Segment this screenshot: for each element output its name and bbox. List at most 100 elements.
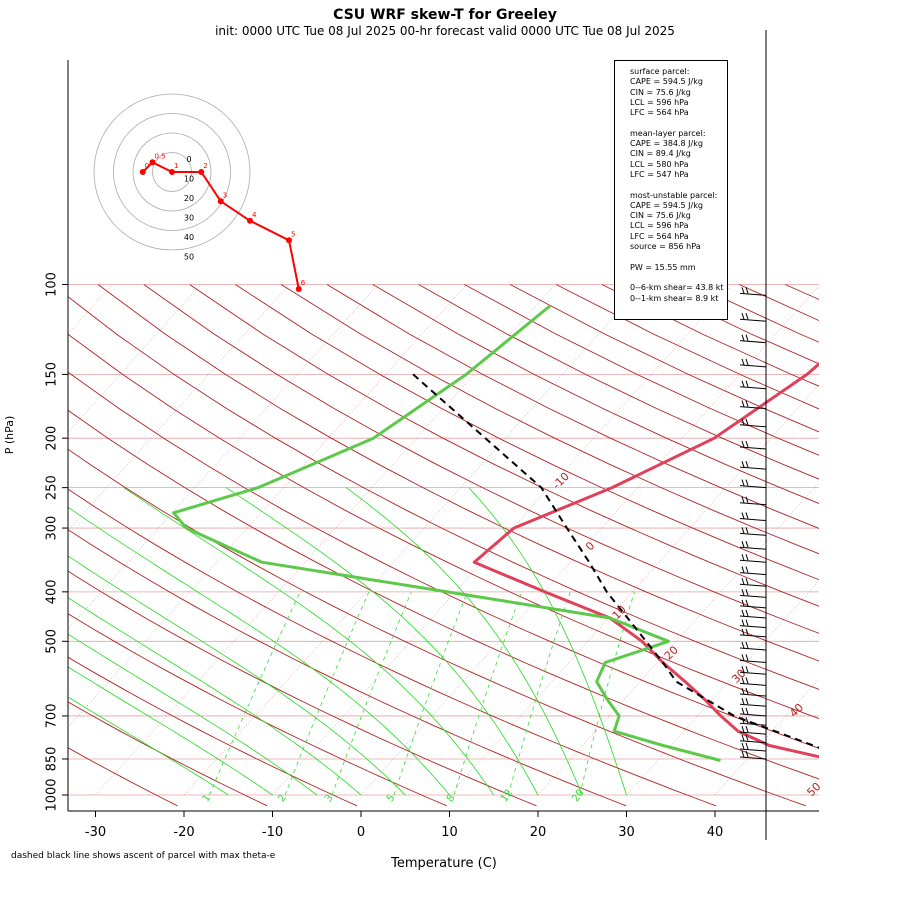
moist-adiabat — [68, 696, 229, 796]
isotherm-line — [68, 284, 467, 728]
mean-layer-lfc: LFC = 547 hPa — [630, 169, 689, 179]
moist-adiabat — [68, 506, 450, 796]
surface-lfc: LFC = 564 hPa — [630, 108, 689, 118]
wind-barb — [739, 625, 767, 629]
wind-barb-flag — [745, 578, 749, 585]
hodograph-point — [149, 159, 156, 166]
mixing-ratio-line — [393, 591, 468, 796]
wind-barb-flag — [745, 717, 749, 724]
moist-adiabat — [345, 487, 583, 796]
y-tick-label: 500 — [45, 629, 60, 654]
x-tick-label: -10 — [262, 825, 283, 840]
hodograph-ring — [93, 93, 251, 251]
dry-adiabat — [68, 529, 627, 807]
mean-layer-lcl: LCL = 580 hPa — [630, 159, 689, 169]
wind-barb-flag — [745, 589, 749, 596]
most-unstable-parcel-header: most-unstable parcel: — [630, 190, 718, 200]
wind-barb-flag — [745, 725, 749, 733]
isotherm-line — [68, 284, 290, 531]
moist-adiabat — [468, 487, 627, 796]
wind-barb — [739, 703, 767, 707]
dry-adiabat — [647, 284, 819, 365]
x-axis-label: Temperature (C) — [390, 856, 497, 871]
dry-adiabat — [68, 570, 537, 807]
isotherm-label: 50 — [804, 780, 823, 799]
y-tick-label: 1000 — [45, 778, 60, 811]
moist-adiabat — [68, 666, 273, 796]
dewpoint-profile — [172, 304, 721, 762]
hodograph-point — [247, 217, 253, 224]
isotherm-line — [95, 284, 556, 796]
dry-adiabat — [280, 284, 819, 555]
y-tick-label: 850 — [45, 747, 60, 772]
wind-barb-flag — [745, 527, 749, 534]
shear-0-1km: 0--1-km shear= 8.9 kt — [630, 293, 719, 303]
wind-barb-flag — [745, 287, 749, 294]
hodograph-point-label: 6 — [301, 279, 306, 287]
wind-barb — [739, 756, 767, 760]
wind-barb-flag — [745, 461, 749, 468]
wind-barb-flag — [745, 541, 749, 548]
wind-barb-flag — [741, 313, 745, 320]
wind-barb — [739, 748, 767, 752]
wind-barb-flag — [741, 479, 745, 486]
wind-barb — [739, 583, 767, 587]
wind-barb — [739, 740, 767, 744]
dry-adiabat — [555, 284, 819, 410]
wind-barb-flag — [745, 599, 749, 607]
dry-adiabat — [97, 284, 819, 662]
y-axis-label: P (hPa) — [3, 416, 16, 455]
y-tick-label: 200 — [45, 426, 60, 451]
wind-barb — [739, 424, 767, 428]
x-tick-label: -30 — [85, 825, 106, 840]
mixing-ratio-line — [209, 591, 301, 796]
isotherm-label: 30 — [729, 667, 748, 686]
wind-barb-flag — [741, 554, 745, 561]
hodograph-point — [217, 198, 224, 205]
hodograph-point-label: 3 — [223, 191, 227, 199]
hodograph-ring-label: 0 — [186, 155, 191, 164]
hodograph-ring — [113, 113, 231, 231]
hodograph-point — [139, 169, 146, 175]
wind-barb — [739, 713, 767, 717]
x-tick-label: 0 — [357, 825, 365, 840]
mean-layer-cape: CAPE = 384.8 J/kg — [630, 139, 703, 149]
dry-adiabat — [68, 371, 819, 749]
parcel-ascent-profile — [412, 373, 819, 749]
dry-adiabat — [784, 284, 819, 300]
hodograph-point-label: 4 — [252, 211, 257, 219]
mixing-ratio-line — [579, 591, 635, 796]
wind-barb-flag — [741, 707, 745, 715]
hodograph-point-label: 5 — [291, 230, 295, 238]
wind-barb-flag — [741, 287, 745, 294]
moist-adiabat — [68, 633, 318, 796]
surface-cin: CIN = 75.6 J/kg — [630, 87, 691, 97]
hodograph-ring — [132, 132, 212, 212]
most-unstable-lcl: LCL = 596 hPa — [630, 221, 689, 231]
wind-barb-flag — [745, 687, 749, 695]
mixing-ratio-line — [507, 591, 571, 796]
wind-barb-flag — [745, 512, 749, 519]
mixing-ratio-label: 2 — [276, 793, 289, 805]
isotherm-line — [360, 285, 819, 796]
surface-cape: CAPE = 594.5 J/kg — [630, 77, 703, 87]
hodograph-ring-label: 10 — [184, 175, 194, 184]
dry-adiabat — [601, 284, 819, 387]
wind-barb — [739, 518, 767, 522]
hodograph-point — [198, 169, 205, 175]
wind-barb-flag — [741, 418, 745, 425]
y-tick-label: 400 — [45, 579, 60, 604]
temperature-profile — [472, 362, 819, 759]
isotherm-label: 0 — [583, 539, 597, 553]
wind-barb-flag — [741, 527, 745, 534]
wind-barb — [739, 532, 767, 536]
wind-barb-flag — [741, 654, 745, 661]
x-tick-label: -20 — [173, 825, 194, 840]
wind-barb — [739, 731, 767, 735]
wind-barb-flag — [741, 461, 745, 468]
wind-barb-flag — [745, 698, 749, 705]
mixing-ratio-label: 12 — [499, 788, 515, 805]
wind-barb — [739, 559, 767, 563]
wind-barb — [739, 502, 767, 506]
dry-adiabat — [143, 284, 819, 634]
